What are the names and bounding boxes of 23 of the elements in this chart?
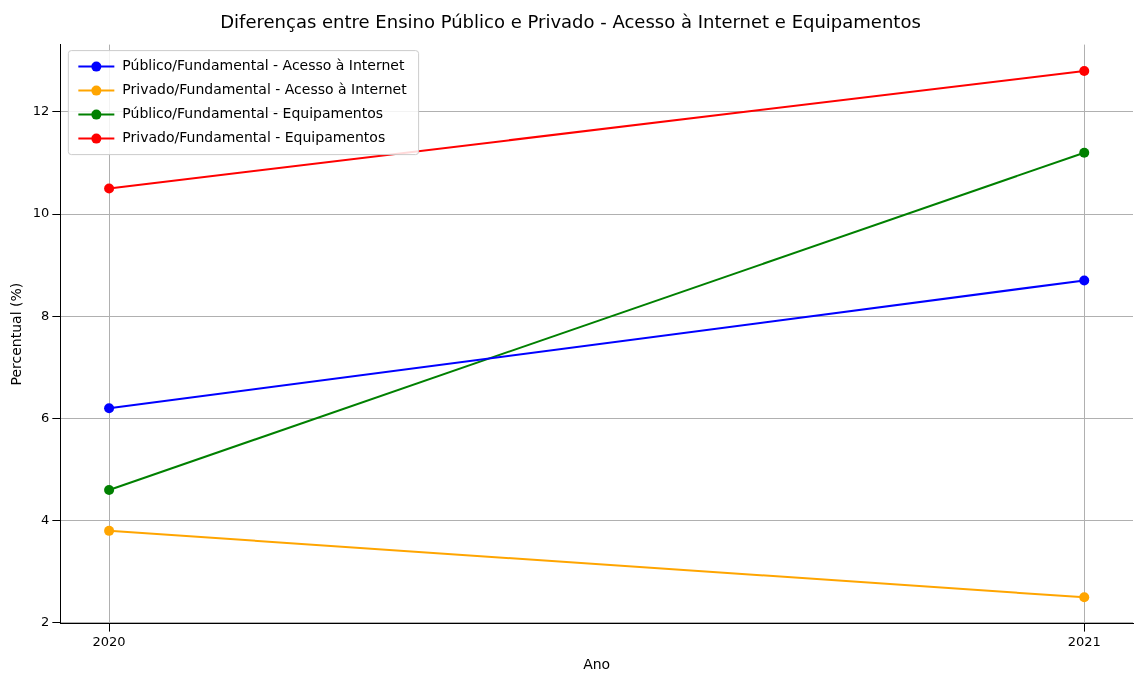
y-tick-label: 12: [32, 103, 50, 119]
y-tick-label: 10: [32, 205, 50, 221]
legend-label: Público/Fundamental - Acesso à Internet: [122, 57, 405, 74]
y-tick-label: 6: [41, 409, 50, 425]
point: [104, 403, 115, 414]
x-tick-label: 2021: [1067, 633, 1101, 649]
point: [104, 183, 115, 194]
point: [1079, 65, 1090, 76]
x-axis-title: Ano: [583, 656, 611, 673]
legend-label: Privado/Fundamental - Equipamentos: [122, 129, 386, 146]
point: [104, 525, 115, 536]
point: [1079, 592, 1090, 603]
point: [1079, 275, 1090, 286]
legend-label: Privado/Fundamental - Acesso à Internet: [122, 81, 408, 98]
y-axis-title: Percentual (%): [8, 282, 25, 386]
point: [104, 484, 115, 495]
y-tick-label: 2: [41, 614, 50, 630]
point: [1079, 147, 1090, 158]
x-tick-label: 2020: [92, 633, 126, 649]
legend-label: Público/Fundamental - Equipamentos: [122, 105, 384, 122]
chart-title: Diferenças entre Ensino Público e Privado - Acesso à Internet e Equipamentos: [220, 11, 921, 33]
y-tick-label: 8: [41, 307, 50, 323]
y-tick-label: 4: [41, 512, 50, 527]
